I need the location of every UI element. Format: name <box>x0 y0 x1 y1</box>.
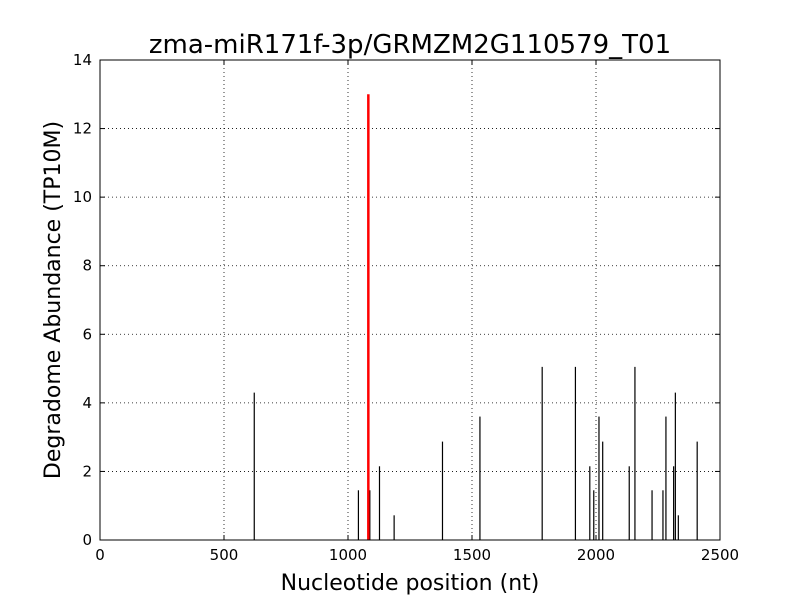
chart-title: zma-miR171f-3p/GRMZM2G110579_T01 <box>149 30 671 60</box>
y-tick-label: 14 <box>73 51 92 69</box>
data-bars <box>253 94 698 540</box>
plot-frame <box>99 59 721 541</box>
axis-ticks <box>99 59 721 541</box>
y-tick-label: 6 <box>82 325 92 343</box>
y-tick-labels: 0 2 4 6 8 10 12 14 <box>73 51 92 549</box>
y-tick-label: 0 <box>82 531 92 549</box>
grid-lines <box>99 59 721 541</box>
y-tick-label: 10 <box>73 188 92 206</box>
y-axis-label: Degradome Abundance (TP10M) <box>41 121 66 479</box>
x-tick-label: 0 <box>95 546 105 564</box>
x-tick-label: 2000 <box>577 546 615 564</box>
x-axis-label: Nucleotide position (nt) <box>281 571 540 596</box>
x-tick-label: 2500 <box>701 546 739 564</box>
y-tick-label: 8 <box>82 257 92 275</box>
x-tick-label: 500 <box>210 546 239 564</box>
y-tick-label: 2 <box>82 462 92 480</box>
y-tick-label: 4 <box>82 394 92 412</box>
x-tick-labels: 0 500 1000 1500 2000 2500 <box>95 546 739 564</box>
x-tick-label: 1500 <box>453 546 491 564</box>
x-tick-label: 1000 <box>329 546 367 564</box>
y-tick-label: 12 <box>73 120 92 138</box>
